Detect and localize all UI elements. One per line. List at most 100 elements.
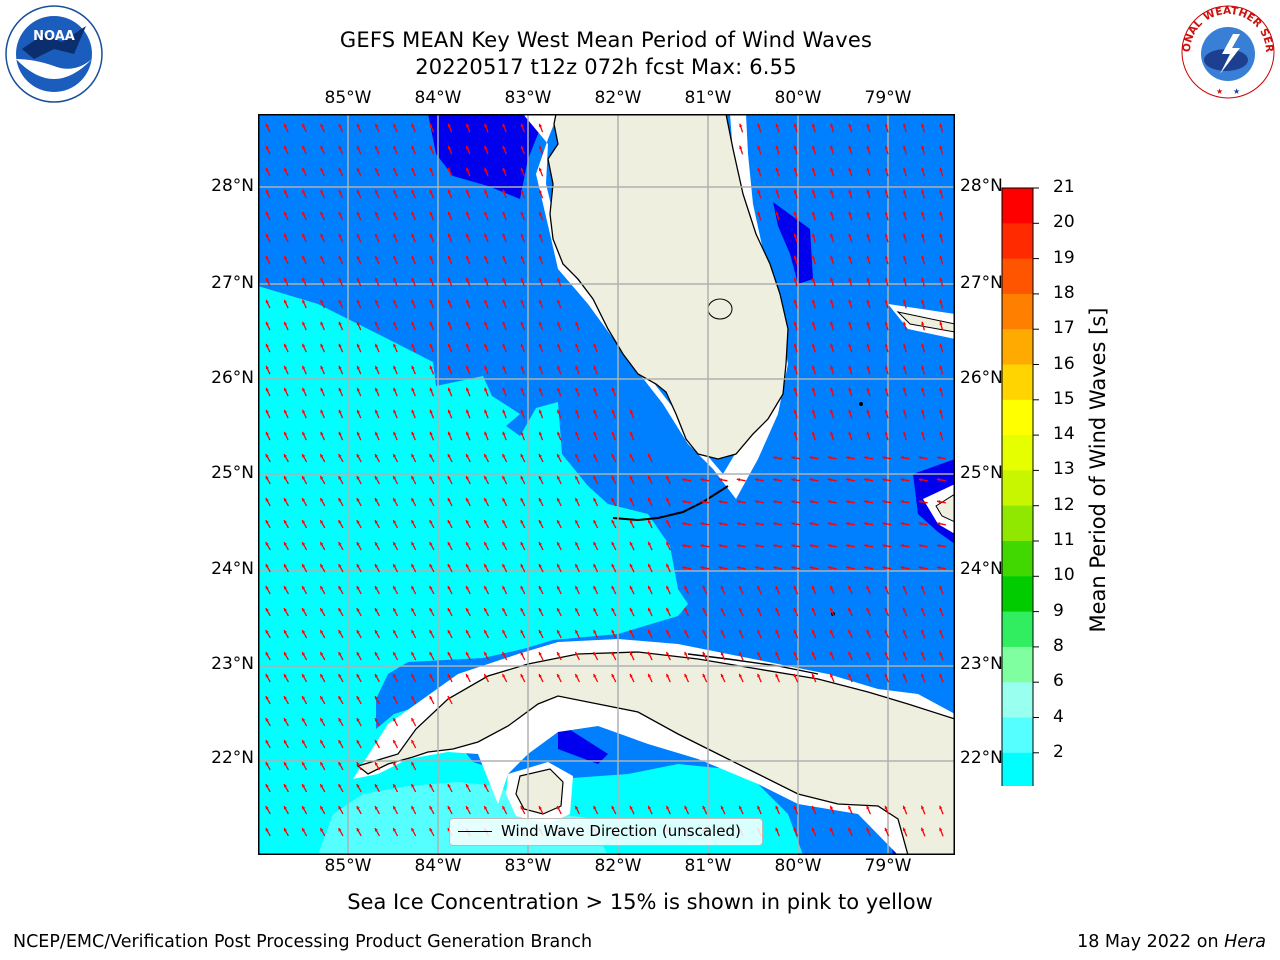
wave-arrow-head (757, 145, 761, 150)
wave-arrow-head (884, 365, 888, 370)
colorbar-tick-label: 4 (1053, 706, 1064, 727)
wave-arrow-head (356, 123, 360, 128)
wave-arrow-head (320, 564, 324, 568)
wave-arrow-head (302, 476, 306, 480)
wave-arrow-head (775, 211, 779, 216)
wave-arrow-head (720, 629, 724, 634)
wave-arrow-head (791, 456, 795, 460)
wave-arrow-head (484, 542, 488, 546)
wave-arrow-head (302, 828, 306, 832)
wave-arrow-head (320, 740, 324, 744)
wave-arrow-head (265, 586, 269, 590)
wave-arrow-head (356, 542, 360, 546)
wave-arrow-head (575, 586, 579, 590)
lat-label-right: 27°N (960, 273, 1003, 293)
wave-arrow-head (775, 145, 779, 150)
legend-label: Wind Wave Direction (unscaled) (501, 822, 741, 840)
wave-arrow-head (793, 255, 797, 260)
wave-arrow-head (720, 607, 724, 612)
wave-arrow-head (375, 696, 378, 700)
wave-arrow-head (375, 498, 378, 502)
wave-arrow-head (755, 566, 759, 570)
wave-arrow-head (520, 564, 524, 568)
wave-arrow-head (393, 189, 397, 194)
wave-arrow-head (265, 784, 269, 788)
wave-arrow-head (429, 409, 433, 414)
wave-arrow-head (466, 365, 470, 370)
wave-arrow-head (882, 500, 886, 504)
wave-arrow-head (411, 564, 415, 568)
wave-arrow-head (338, 387, 342, 392)
wave-arrow-head (466, 520, 469, 524)
wave-arrow-head (356, 564, 360, 568)
wave-arrow-head (502, 255, 506, 260)
wave-arrow-head (320, 652, 324, 656)
wave-arrow-head (611, 498, 615, 502)
wave-arrow-head (520, 431, 524, 436)
wave-arrow-head (939, 321, 943, 326)
wave-arrow-head (593, 454, 597, 458)
wave-arrow-head (284, 586, 287, 590)
wave-arrow-head (284, 431, 288, 436)
wave-arrow-head (866, 167, 870, 172)
wave-arrow-head (393, 454, 397, 458)
wave-arrow-head (793, 233, 797, 238)
colorbar-segment (1002, 293, 1033, 330)
wave-arrow-head (265, 233, 269, 238)
wave-arrow-head (903, 409, 907, 414)
wave-arrow-head (265, 431, 269, 436)
wave-arrow-head (393, 321, 397, 326)
wave-arrow-head (484, 145, 488, 150)
wave-arrow-head (393, 674, 397, 678)
wave-arrow-head (575, 431, 579, 436)
wave-arrow-head (375, 299, 379, 304)
wave-arrow-head (648, 805, 652, 810)
wave-arrow-head (502, 321, 506, 326)
wave-arrow-head (411, 145, 415, 150)
wave-arrow-head (302, 387, 306, 392)
wave-arrow-head (502, 387, 506, 392)
wave-arrow-head (939, 123, 943, 128)
wave-arrow-head (648, 585, 652, 590)
wave-arrow-head (466, 564, 469, 568)
wave-arrow-head (447, 255, 451, 260)
wave-arrow-head (338, 630, 342, 634)
wave-arrow-head (939, 255, 943, 260)
wave-arrow-head (320, 343, 324, 348)
wave-arrow-head (338, 365, 342, 370)
wave-arrow-head (284, 476, 287, 480)
wave-arrow-head (302, 784, 306, 788)
lon-label-top: 79°W (864, 88, 912, 108)
wave-arrow-head (736, 522, 741, 526)
wave-arrow-head (466, 189, 470, 194)
wave-arrow-head (411, 476, 415, 480)
wave-arrow-head (939, 607, 943, 612)
wave-arrow-head (356, 299, 360, 304)
wave-arrow-head (666, 629, 670, 634)
wave-arrow-head (375, 476, 378, 480)
wave-arrow-head (393, 630, 397, 634)
wave-arrow-head (320, 520, 324, 524)
wave-arrow-head (757, 673, 761, 678)
wave-arrow-head (793, 585, 797, 590)
wave-arrow-head (830, 651, 834, 656)
wave-arrow-head (447, 608, 451, 612)
wave-arrow-head (830, 321, 834, 326)
wave-arrow-head (411, 431, 415, 436)
wave-arrow-head (773, 544, 777, 548)
wave-arrow-head (611, 387, 615, 392)
wave-arrow-head (502, 498, 506, 502)
wave-arrow-head (846, 544, 850, 548)
wave-arrow-head (356, 806, 360, 810)
wave-arrow-head (375, 409, 379, 414)
wave-arrow-head (429, 674, 433, 678)
wave-arrow-head (827, 544, 832, 548)
wave-arrow-head (338, 454, 342, 458)
wave-arrow-head (557, 806, 561, 810)
wave-arrow-head (502, 431, 506, 436)
wave-arrow-head (921, 123, 925, 128)
wave-arrow-head (921, 233, 925, 238)
wave-arrow-head (793, 409, 797, 414)
wave-arrow-head (538, 123, 543, 128)
wave-arrow-head (265, 740, 269, 744)
